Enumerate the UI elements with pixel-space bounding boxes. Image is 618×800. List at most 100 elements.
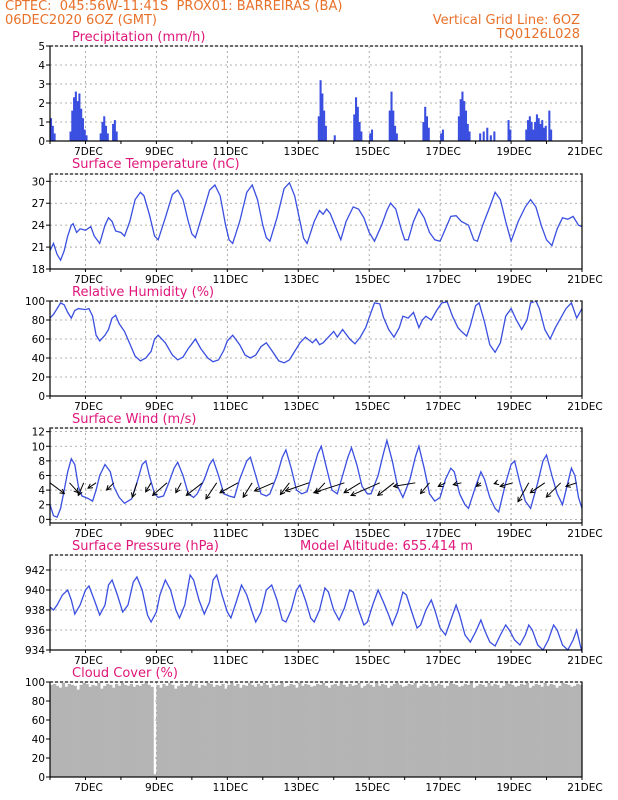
y-tick-label: 100 xyxy=(25,677,45,689)
x-date-label: 15DEC xyxy=(354,274,389,286)
cloud-bar xyxy=(410,684,414,777)
cloud-bar xyxy=(224,688,228,777)
cloud-bar xyxy=(58,687,63,777)
cloud-bar xyxy=(363,685,367,777)
precip-bar xyxy=(507,120,510,141)
cloud-bar xyxy=(528,687,533,777)
cloud-bar xyxy=(357,682,361,777)
cloud-bar xyxy=(286,685,290,777)
precip-bar xyxy=(71,110,74,141)
precip-bar xyxy=(69,131,72,141)
x-date-label: 17DEC xyxy=(425,274,460,286)
y-tick-label: 80 xyxy=(32,696,45,708)
cloud-bar xyxy=(466,684,470,777)
cloud-bar xyxy=(463,683,468,777)
precip-bar xyxy=(356,106,359,141)
cloud-bar xyxy=(67,683,71,777)
wind-vector-head xyxy=(392,482,399,489)
cloud-bar xyxy=(505,682,509,777)
cloud-bar xyxy=(386,687,391,777)
wind-vector xyxy=(313,482,345,494)
cloud-bar xyxy=(88,686,92,777)
rh-series-line xyxy=(49,300,583,364)
precip-bar xyxy=(73,97,76,141)
precip-bar xyxy=(539,123,542,141)
precip-bar xyxy=(317,116,320,141)
precip-bar xyxy=(50,118,53,141)
precip-bar xyxy=(427,127,430,141)
y-tick-label: 10 xyxy=(32,441,45,453)
wind-vector xyxy=(530,482,546,494)
precip-bar xyxy=(103,116,106,141)
cloud-bar xyxy=(233,685,237,777)
x-date-label: 7DEC xyxy=(74,146,103,158)
wind-vector xyxy=(343,482,361,494)
y-tick-label: 936 xyxy=(25,625,45,637)
cloud-bar xyxy=(112,687,116,777)
cloud-bar xyxy=(265,684,270,777)
precip-bar xyxy=(324,125,327,141)
cloud-bar xyxy=(383,684,388,777)
panel-temp: 18 21 24 27 30 7DEC 9DEC 11DEC 13DEC 15DEC 17DEC 19… xyxy=(32,157,603,286)
precip-bar xyxy=(74,91,77,141)
x-date-label: 15DEC xyxy=(354,146,389,158)
cloud-bar xyxy=(366,683,370,777)
cloud-bar xyxy=(82,682,86,777)
cloud-bar xyxy=(236,683,240,777)
wind-vector-head xyxy=(145,486,151,493)
y-tick-label: 6 xyxy=(38,471,45,483)
y-tick-label: 3 xyxy=(38,79,45,91)
cloud-bar xyxy=(52,683,57,777)
cloud-bar xyxy=(434,685,438,777)
wind-vector-head xyxy=(517,496,523,503)
cloud-bar xyxy=(109,684,113,777)
precip-bar xyxy=(99,133,102,141)
cloud-bar xyxy=(443,687,447,777)
wind-vector xyxy=(152,482,168,496)
precip-bar xyxy=(440,133,443,141)
precip-bar xyxy=(369,133,372,141)
cloud-bar xyxy=(280,682,284,777)
cloud-bar xyxy=(141,683,145,777)
panel-press: 934 936 938 940 942 7DEC 9DEC 11DEC 13DEC 15DEC 17… xyxy=(25,539,603,667)
wind-vector xyxy=(565,482,577,487)
cloud-bar xyxy=(307,684,311,777)
cloud-bar xyxy=(522,684,527,777)
wind-vector-head xyxy=(130,492,137,499)
cloud-bar xyxy=(159,687,163,777)
cloud-bar xyxy=(177,685,181,777)
precip-bar xyxy=(537,118,540,141)
cloud-bar xyxy=(277,684,281,777)
wind-vector-head xyxy=(175,487,181,494)
wind-vector xyxy=(545,482,562,498)
precip-bar xyxy=(395,133,398,141)
wind-vector-head xyxy=(279,489,286,496)
y-tick-label: 20 xyxy=(32,753,45,765)
cloud-bar xyxy=(50,684,54,777)
y-tick-label: 27 xyxy=(32,198,45,210)
cloud-bar xyxy=(324,685,329,777)
precip-bar xyxy=(358,122,361,141)
cloud-bar xyxy=(454,684,459,777)
cloud-bar xyxy=(499,687,503,777)
precip-bar xyxy=(468,131,471,141)
precip-bar xyxy=(509,129,512,141)
cloud-bar xyxy=(534,683,538,777)
x-date-label: 9DEC xyxy=(145,274,174,286)
precip-bar xyxy=(78,93,81,141)
precip-bar xyxy=(319,80,322,141)
cloud-bar xyxy=(543,682,547,777)
cloud-bar xyxy=(552,684,556,777)
x-date-label: 13DEC xyxy=(284,274,319,286)
cloud-bar xyxy=(188,682,193,777)
wind-vector xyxy=(205,482,218,500)
y-tick-label: 80 xyxy=(32,315,45,327)
cloud-bar xyxy=(339,682,343,777)
cloud-bar xyxy=(132,686,137,777)
x-date-label: 17DEC xyxy=(425,401,460,413)
cloud-bar xyxy=(271,683,275,777)
y-tick-label: 18 xyxy=(32,264,45,276)
cloud-bar xyxy=(354,684,358,777)
cloud-bar xyxy=(514,686,518,777)
cloud-title: Cloud Cover (%) xyxy=(72,666,178,681)
